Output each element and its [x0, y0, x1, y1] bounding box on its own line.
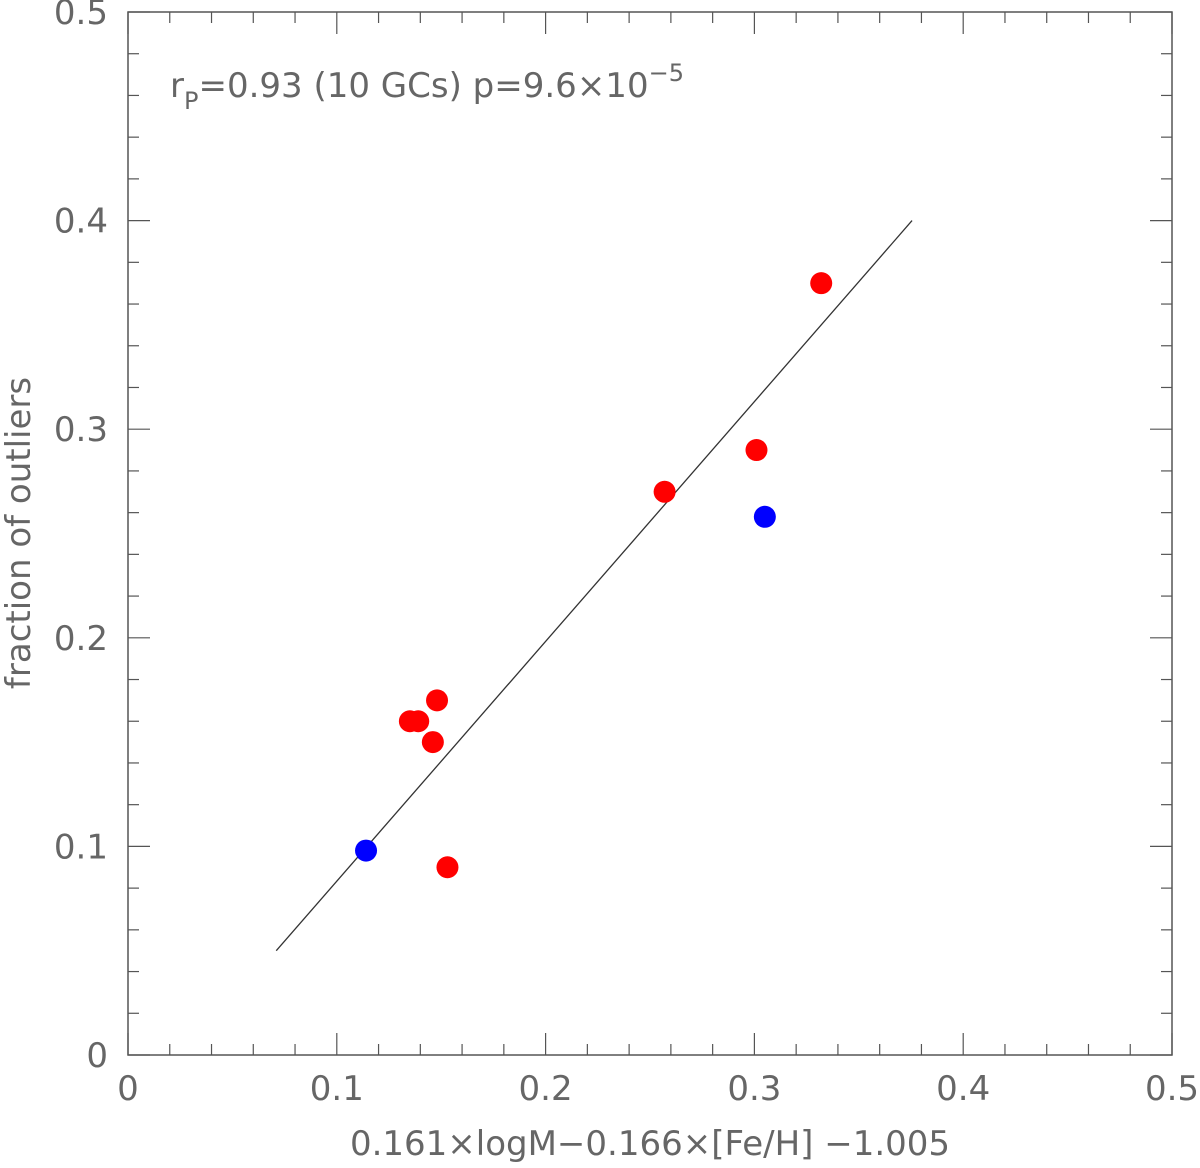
- x-axis-label: 0.161×logM−0.166×[Fe/H] −1.005: [350, 1124, 950, 1164]
- annotation: rP=0.93 (10 GCs) p=9.6×10−5: [170, 59, 684, 115]
- data-point: [421, 731, 444, 754]
- y-axis-label: fraction of outliers: [0, 377, 39, 689]
- y-tick-label: 0.2: [54, 619, 108, 659]
- y-tick-label: 0.1: [54, 827, 108, 867]
- data-point: [436, 856, 459, 879]
- data-point: [355, 839, 378, 862]
- data-point: [745, 439, 768, 462]
- x-tick-label: 0.2: [519, 1069, 573, 1109]
- data-point: [810, 272, 833, 295]
- x-tick-label: 0.4: [936, 1069, 990, 1109]
- data-point: [653, 480, 676, 503]
- plot-frame: [127, 11, 1173, 1056]
- fit-line: [275, 220, 913, 952]
- y-tick-label: 0: [86, 1036, 108, 1076]
- x-tick-label: 0.3: [727, 1069, 781, 1109]
- y-tick-label: 0.4: [54, 202, 108, 242]
- x-tick-label: 0.5: [1145, 1069, 1199, 1109]
- x-tick-label: 0.1: [310, 1069, 364, 1109]
- data-point: [753, 505, 776, 528]
- data-point: [407, 710, 430, 733]
- y-tick-label: 0.3: [54, 410, 108, 450]
- y-tick-label: 0.5: [54, 0, 108, 33]
- x-tick-label: 0: [117, 1069, 139, 1109]
- data-point: [426, 689, 449, 712]
